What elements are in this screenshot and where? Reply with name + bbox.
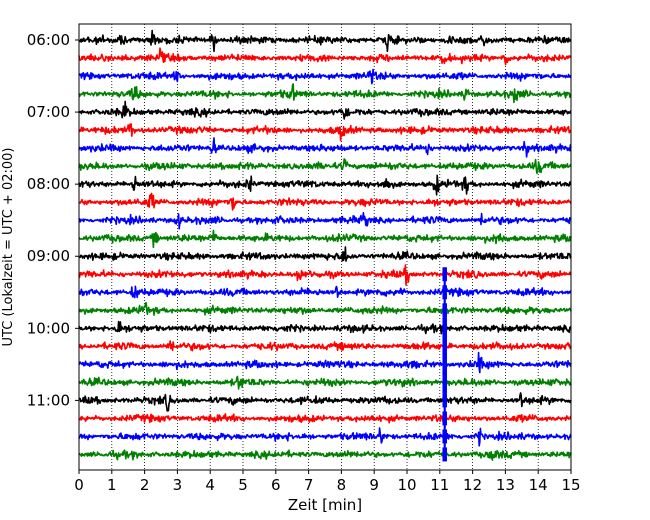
x-tick-label: 3: [173, 476, 183, 494]
trace-1015: [78, 340, 572, 352]
trace-0715: [78, 123, 572, 142]
trace-1130: [78, 427, 572, 447]
y-tick-label: 07:00: [27, 103, 70, 121]
x-tick-label: 7: [304, 476, 314, 494]
x-tick-label: 14: [529, 476, 548, 494]
x-tick-label: 9: [369, 476, 379, 494]
trace-0930: [78, 285, 572, 299]
trace-0700: [78, 100, 572, 120]
x-tick-label: 8: [337, 476, 347, 494]
y-tick-label: 09:00: [27, 247, 70, 265]
x-tick-label: 11: [430, 476, 449, 494]
trace-0945: [78, 302, 572, 316]
trace-0915: [78, 264, 572, 286]
y-tick-label: 11:00: [27, 391, 70, 409]
seismic-traces: [78, 29, 572, 461]
x-tick-label: 10: [397, 476, 416, 494]
trace-0645: [78, 83, 572, 104]
trace-0600: [78, 29, 572, 53]
x-tick-label: 2: [140, 476, 150, 494]
y-tick-label: 10:00: [27, 319, 70, 337]
x-tick-label: 5: [238, 476, 248, 494]
trace-1145: [78, 449, 572, 461]
trace-0845: [78, 229, 572, 249]
trace-0830: [78, 212, 572, 230]
y-tick-label: 06:00: [27, 31, 70, 49]
x-tick-label: 1: [107, 476, 117, 494]
trace-1100: [78, 392, 572, 412]
y-tick-label: 08:00: [27, 175, 70, 193]
trace-0630: [78, 68, 572, 85]
x-tick-label: 4: [205, 476, 215, 494]
x-tick-label: 6: [271, 476, 281, 494]
trace-1030: [78, 351, 572, 374]
x-tick-label: 15: [561, 476, 580, 494]
x-tick-label: 12: [463, 476, 482, 494]
trace-1045: [78, 375, 572, 390]
x-axis-label: Zeit [min]: [288, 496, 362, 514]
trace-0800: [78, 174, 572, 196]
trace-0815: [78, 192, 572, 211]
x-tick-label: 13: [496, 476, 515, 494]
trace-0745: [78, 158, 572, 174]
trace-1115: [78, 413, 572, 424]
x-tick-label: 0: [74, 476, 84, 494]
plot-frame: [78, 23, 572, 471]
trace-1000: [78, 320, 572, 335]
grid-lines: [111, 24, 539, 470]
trace-0730: [78, 137, 572, 158]
y-axis-label: UTC (Lokalzeit = UTC + 02:00): [1, 148, 16, 347]
axis-ticks: 0 1 2 3 4 5 6 7 8 9 10 11 12 13 14 1506:0007:0008:0009:…: [27, 31, 581, 494]
trace-0900: [78, 246, 572, 262]
trace-0615: [78, 47, 572, 66]
